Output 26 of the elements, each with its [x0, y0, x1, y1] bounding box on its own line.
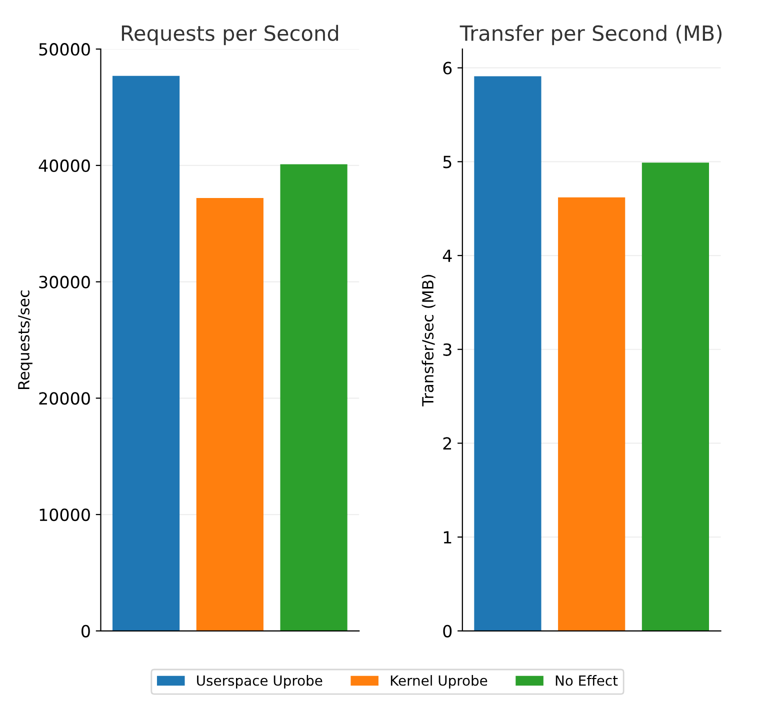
y-tick-label: 50000: [39, 43, 90, 56]
y-tick-label: 4: [442, 250, 452, 262]
y-tick-label: 10000: [40, 508, 90, 522]
y-tick-label: 5: [443, 156, 452, 168]
legend-label: Kernel Uprobe: [390, 675, 488, 688]
y-axis-title: Transfer/sec (MB): [422, 274, 436, 406]
y-tick-label: 6: [443, 62, 452, 74]
y-tick-label: 0: [82, 624, 90, 638]
y-axis-title: Requests/sec: [18, 290, 32, 389]
y-tick-label: 20000: [39, 392, 90, 405]
legend-label: Userspace Uprobe: [197, 675, 322, 688]
y-tick-label: 1: [444, 531, 452, 544]
chart-title: Transfer per Second (MB): [460, 24, 722, 46]
legend-label: No Effect: [556, 675, 618, 686]
y-tick-label: 0: [443, 624, 452, 638]
y-tick-label: 40000: [38, 159, 90, 172]
y-tick-label: 30000: [39, 276, 90, 288]
bar: [196, 198, 264, 631]
bar: [558, 197, 626, 631]
bar: [280, 164, 348, 631]
y-tick-label: 3: [443, 343, 452, 356]
bar: [112, 76, 180, 631]
y-tick-label: 2: [443, 437, 452, 450]
chart-title: Requests per Second: [122, 24, 338, 46]
bar: [642, 162, 710, 631]
bar: [474, 76, 542, 631]
